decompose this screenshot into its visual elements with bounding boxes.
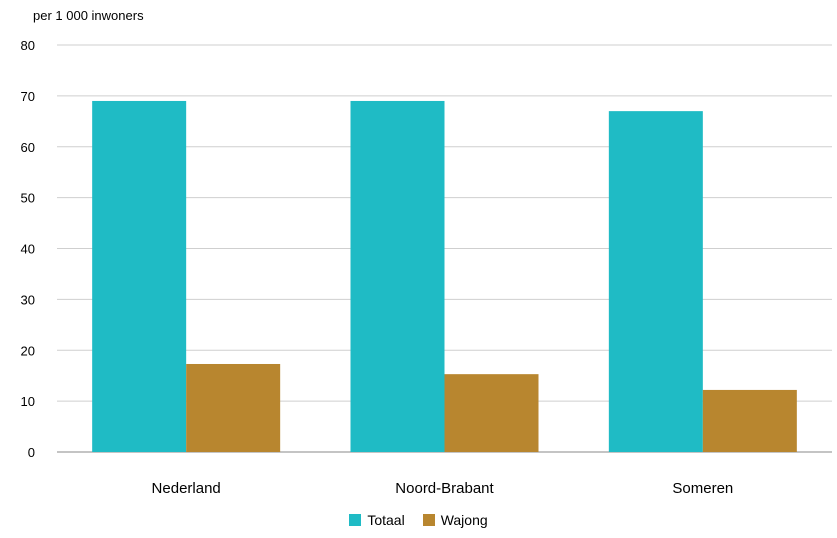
y-tick-label: 60: [21, 140, 35, 155]
x-tick-label: Someren: [672, 480, 733, 497]
legend-swatch-wajong: [422, 514, 435, 526]
y-tick-label: 0: [28, 445, 35, 460]
y-tick-label: 50: [21, 191, 35, 206]
bar-wajong-someren: [702, 389, 797, 452]
y-tick-label: 20: [21, 343, 35, 358]
bar-totaal-noord-brabant: [350, 100, 445, 453]
x-tick-label: Noord-Brabant: [395, 480, 494, 497]
legend-item-totaal: Totaal: [349, 512, 405, 528]
legend-item-wajong: Wajong: [422, 512, 488, 528]
y-tick-label: 10: [21, 394, 35, 409]
x-tick-label: Nederland: [152, 480, 221, 497]
legend-swatch-totaal: [349, 514, 362, 526]
bar-totaal-nederland: [92, 100, 187, 453]
y-tick-label: 80: [21, 38, 35, 53]
legend-label-wajong: Wajong: [440, 512, 488, 528]
bar-wajong-nederland: [186, 363, 281, 452]
bar-totaal-someren: [608, 111, 703, 452]
legend-label-totaal: Totaal: [367, 512, 405, 528]
y-tick-label: 40: [21, 242, 35, 257]
y-axis-label: per 1 000 inwoners: [33, 8, 144, 23]
bar-wajong-noord-brabant: [444, 374, 539, 452]
y-tick-label: 30: [21, 292, 35, 307]
y-tick-label: 70: [21, 89, 35, 104]
legend: Totaal Wajong: [0, 512, 837, 528]
